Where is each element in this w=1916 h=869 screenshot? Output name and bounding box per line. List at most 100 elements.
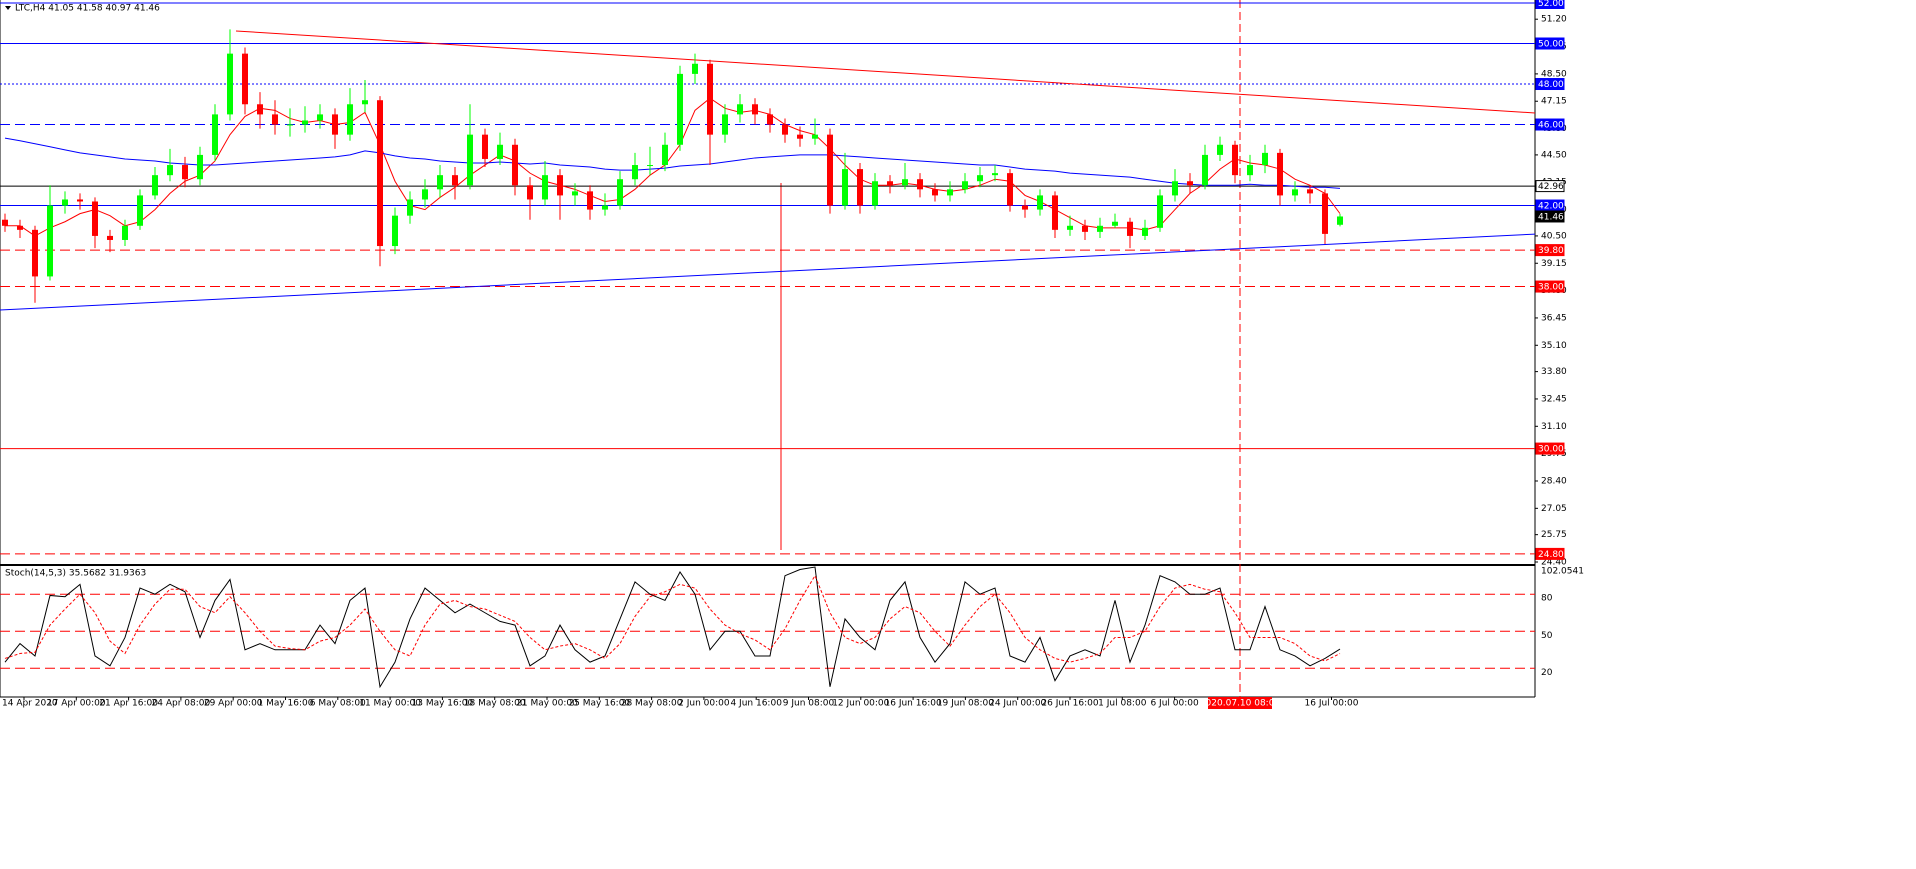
x-tick-label: 28 May 08:00 bbox=[621, 699, 683, 709]
level-label: 52.00 bbox=[1538, 0, 1564, 9]
trendline bbox=[235, 30, 1536, 114]
candle-body bbox=[302, 120, 308, 125]
candle-body bbox=[1262, 152, 1268, 166]
candle-body bbox=[677, 73, 683, 145]
candle-body bbox=[272, 114, 278, 125]
y-tick-label: 40.50 bbox=[1541, 231, 1567, 241]
level-label: 42.96 bbox=[1538, 182, 1564, 192]
stochastic-main bbox=[4, 566, 1341, 689]
x-tick-label: 13 May 16:00 bbox=[412, 699, 474, 709]
candle-body bbox=[1127, 221, 1133, 236]
x-tick-label: 4 Jun 16:00 bbox=[730, 699, 782, 709]
candle-body bbox=[287, 124, 293, 126]
chart-title: LTC,H4 41.05 41.58 40.97 41.46 bbox=[15, 4, 160, 14]
candle-body bbox=[662, 144, 668, 166]
level-label-box bbox=[1535, 37, 1565, 50]
x-tick-label: 9 Jun 08:00 bbox=[783, 699, 835, 709]
y-tick-label: 51.20 bbox=[1541, 15, 1567, 25]
x-tick-label: 29 Apr 00:00 bbox=[204, 699, 263, 709]
candle-body bbox=[587, 191, 593, 210]
candle-body bbox=[1217, 144, 1223, 155]
candle-body bbox=[902, 179, 908, 186]
level-label: 42.00 bbox=[1538, 202, 1564, 212]
level-label: 30.00 bbox=[1538, 445, 1564, 455]
candle-body bbox=[242, 53, 248, 105]
candle-body bbox=[737, 104, 743, 115]
level-label-box bbox=[1535, 442, 1565, 455]
y-tick-label: 33.80 bbox=[1541, 367, 1567, 377]
candle-body bbox=[1232, 144, 1238, 176]
candle-body bbox=[317, 114, 323, 121]
x-tick-label: 21 May 00:00 bbox=[516, 699, 578, 709]
level-label: 41.46 bbox=[1538, 212, 1564, 222]
candle-body bbox=[1112, 221, 1118, 226]
level-label: 46.00 bbox=[1538, 121, 1564, 131]
x-tick-label: 6 Jul 00:00 bbox=[1150, 699, 1199, 709]
candle-body bbox=[1277, 152, 1283, 196]
candle-body bbox=[62, 199, 68, 206]
x-tick-label: 18 May 08:00 bbox=[464, 699, 526, 709]
x-tick-label: 16 Jul 00:00 bbox=[1305, 699, 1359, 709]
candle-body bbox=[77, 199, 83, 202]
candle-body bbox=[257, 104, 263, 115]
level-label-box bbox=[1535, 547, 1565, 560]
indicator-tick-label: 102.0541 bbox=[1541, 567, 1584, 577]
candle-body bbox=[167, 165, 173, 176]
x-tick-label: 25 May 16:00 bbox=[568, 699, 630, 709]
y-tick-label: 44.50 bbox=[1541, 150, 1567, 160]
moving-average bbox=[5, 97, 1341, 237]
candle-body bbox=[362, 100, 368, 105]
candle-body bbox=[1202, 154, 1208, 186]
candle-body bbox=[467, 134, 473, 186]
level-label-box bbox=[1535, 0, 1565, 9]
x-tick-label: 26 Jun 16:00 bbox=[1041, 699, 1098, 709]
y-tick-label: 28.40 bbox=[1541, 476, 1567, 486]
candle-body bbox=[617, 179, 623, 206]
x-tick-label: 24 Jun 00:00 bbox=[989, 699, 1046, 709]
y-tick-label: 25.75 bbox=[1541, 530, 1567, 540]
candle-body bbox=[182, 165, 188, 180]
candle-body bbox=[977, 175, 983, 182]
candle-body bbox=[107, 235, 113, 240]
level-label: 50.00 bbox=[1538, 40, 1564, 50]
crosshair-label: 2020.07.10 08:00 bbox=[1200, 699, 1281, 709]
candle-body bbox=[1082, 225, 1088, 232]
candle-body bbox=[947, 189, 953, 196]
x-tick-label: 1 Jul 08:00 bbox=[1098, 699, 1147, 709]
y-tick-label: 36.45 bbox=[1541, 313, 1567, 323]
indicator-tick-label: 50 bbox=[1541, 631, 1553, 641]
crosshair-label-box bbox=[1208, 697, 1272, 709]
moving-average bbox=[4, 137, 1341, 189]
candle-body bbox=[632, 165, 638, 180]
candle-body bbox=[32, 229, 38, 277]
candle-body bbox=[482, 134, 488, 159]
candle-body bbox=[332, 114, 338, 135]
y-tick-label: 48.50 bbox=[1541, 69, 1567, 79]
candle-body bbox=[857, 169, 863, 206]
x-tick-label: 19 Jun 08:00 bbox=[937, 699, 994, 709]
x-tick-label: 14 Apr 2020 bbox=[2, 699, 58, 709]
candle-body bbox=[1322, 193, 1328, 234]
candle-body bbox=[917, 179, 923, 190]
candle-body bbox=[1157, 195, 1163, 228]
candle-body bbox=[887, 181, 893, 186]
candle-body bbox=[1337, 216, 1343, 225]
indicator-tick-label: 80 bbox=[1541, 594, 1553, 604]
candle-body bbox=[932, 189, 938, 196]
level-label: 38.00 bbox=[1538, 283, 1564, 293]
candle-body bbox=[962, 181, 968, 190]
candle-body bbox=[572, 191, 578, 196]
candle-body bbox=[1247, 165, 1253, 176]
x-tick-label: 21 Apr 16:00 bbox=[99, 699, 158, 709]
candle-body bbox=[512, 144, 518, 186]
level-label-box bbox=[1535, 118, 1565, 131]
y-tick-label: 31.10 bbox=[1541, 422, 1567, 432]
y-tick-label: 35.10 bbox=[1541, 341, 1567, 351]
menu-arrow bbox=[5, 6, 11, 10]
x-tick-label: 12 Jun 00:00 bbox=[832, 699, 889, 709]
candle-body bbox=[527, 185, 533, 200]
candle-body bbox=[392, 215, 398, 247]
indicator-title: Stoch(14,5,3) 35.5682 31.9363 bbox=[5, 569, 146, 579]
candle-body bbox=[377, 100, 383, 247]
